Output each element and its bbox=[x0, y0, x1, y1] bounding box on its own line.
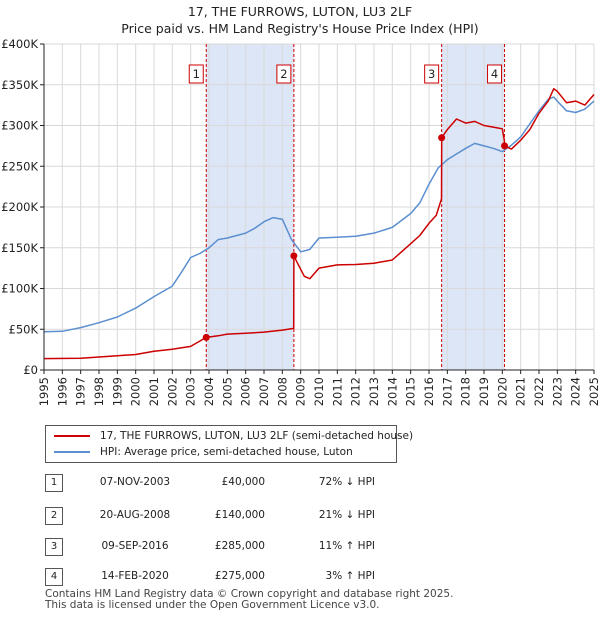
x-tick-label: 2009 bbox=[294, 377, 308, 406]
marker-box bbox=[424, 64, 440, 84]
transaction-price: £140,000 bbox=[214, 509, 265, 521]
x-tick-label: 1995 bbox=[37, 377, 51, 406]
marker-label: 3 bbox=[428, 67, 435, 81]
x-tick-label: 2012 bbox=[349, 377, 363, 406]
transaction-hpi: 21% ↓ HPI bbox=[318, 509, 375, 521]
footer: Contains HM Land Registry data © Crown c… bbox=[45, 589, 453, 611]
sale-point bbox=[438, 134, 446, 142]
x-tick-label: 2018 bbox=[459, 377, 473, 406]
y-tick-label: £200K bbox=[1, 200, 38, 214]
legend-property: 17, THE FURROWS, LUTON, LU3 2LF (semi-de… bbox=[54, 428, 413, 444]
transaction-number: 1 bbox=[45, 474, 63, 492]
transaction-hpi: 11% ↑ HPI bbox=[318, 540, 375, 552]
transaction-date: 20-AUG-2008 bbox=[99, 509, 171, 521]
x-tick-label: 2005 bbox=[220, 377, 234, 406]
transaction-row: 2 20-AUG-2008 £140,000 21% ↓ HPI bbox=[45, 505, 465, 527]
x-tick-label: 2007 bbox=[257, 377, 271, 406]
marker-box bbox=[487, 64, 503, 84]
transaction-price: £40,000 bbox=[221, 476, 265, 488]
x-tick-label: 2017 bbox=[440, 377, 454, 406]
x-tick-label: 2019 bbox=[477, 377, 491, 406]
y-tick-label: £300K bbox=[1, 119, 38, 133]
transaction-price: £285,000 bbox=[214, 540, 265, 552]
x-tick-label: 2002 bbox=[165, 377, 179, 406]
x-tick-label: 2010 bbox=[312, 377, 326, 406]
x-tick-label: 2022 bbox=[532, 377, 546, 406]
transaction-row: 1 07-NOV-2003 £40,000 72% ↓ HPI bbox=[45, 472, 465, 494]
x-tick-label: 2011 bbox=[330, 377, 344, 406]
transaction-price: £275,000 bbox=[214, 570, 265, 582]
y-tick-label: £100K bbox=[1, 282, 38, 296]
x-tick-label: 1996 bbox=[55, 377, 69, 406]
transaction-row: 3 09-SEP-2016 £285,000 11% ↑ HPI bbox=[45, 536, 465, 558]
marker-box bbox=[188, 64, 204, 84]
x-tick-label: 2008 bbox=[275, 377, 289, 406]
transaction-number: 4 bbox=[45, 568, 63, 586]
sale-point bbox=[501, 142, 509, 150]
x-tick-label: 2006 bbox=[239, 377, 253, 406]
y-tick-label: £50K bbox=[9, 322, 39, 336]
legend-property-swatch bbox=[54, 435, 90, 437]
transaction-row: 4 14-FEB-2020 £275,000 3% ↑ HPI bbox=[45, 566, 465, 588]
x-tick-label: 2025 bbox=[587, 377, 600, 406]
transaction-number: 3 bbox=[45, 538, 63, 556]
hpi-line bbox=[43, 96, 595, 333]
transaction-date: 07-NOV-2003 bbox=[99, 476, 171, 488]
x-tick-label: 2003 bbox=[184, 377, 198, 406]
price-chart: 1 2 3 4 £0 £50K £100K £150K £200K £250K £300K £350K… bbox=[1, 37, 600, 406]
y-tick-label: £250K bbox=[1, 159, 38, 173]
x-tick-label: 2024 bbox=[569, 377, 583, 406]
legend-property-label: 17, THE FURROWS, LUTON, LU3 2LF (semi-de… bbox=[100, 430, 414, 442]
chart-title: 17, THE FURROWS, LUTON, LU3 2LF bbox=[187, 4, 413, 19]
transaction-number: 2 bbox=[45, 507, 63, 525]
x-tick-label: 1999 bbox=[110, 377, 124, 406]
transaction-hpi: 72% ↓ HPI bbox=[318, 476, 375, 488]
sale-point bbox=[202, 333, 210, 341]
y-tick-label: £150K bbox=[1, 241, 38, 255]
transaction-date: 09-SEP-2016 bbox=[101, 540, 169, 552]
y-tick-label: £400K bbox=[1, 37, 38, 51]
legend-hpi-label: HPI: Average price, semi-detached house,… bbox=[100, 446, 353, 458]
marker-box bbox=[276, 64, 292, 84]
footer-licence: This data is licensed under the Open Gov… bbox=[45, 599, 380, 611]
chart-subtitle: Price paid vs. HM Land Registry's House … bbox=[121, 21, 479, 36]
x-tick-label: 2004 bbox=[202, 377, 216, 406]
footer-copyright: Contains HM Land Registry data © Crown c… bbox=[45, 588, 454, 600]
legend-hpi-swatch bbox=[54, 451, 90, 453]
x-tick-label: 2020 bbox=[495, 377, 509, 406]
transaction-hpi: 3% ↑ HPI bbox=[325, 570, 375, 582]
sale-point bbox=[290, 252, 298, 260]
x-tick-label: 2000 bbox=[129, 377, 143, 406]
marker-label: 1 bbox=[193, 67, 200, 81]
x-tick-label: 2016 bbox=[422, 377, 436, 406]
y-tick-label: £0 bbox=[23, 363, 38, 377]
legend-hpi: HPI: Average price, semi-detached house,… bbox=[54, 444, 353, 460]
x-tick-label: 2023 bbox=[550, 377, 564, 406]
y-tick-label: £350K bbox=[1, 78, 38, 92]
marker-label: 2 bbox=[280, 67, 287, 81]
x-tick-label: 2014 bbox=[385, 377, 399, 406]
x-tick-label: 2001 bbox=[147, 377, 161, 406]
x-tick-label: 1997 bbox=[74, 377, 88, 406]
x-tick-label: 1998 bbox=[92, 377, 106, 406]
x-tick-label: 2021 bbox=[514, 377, 528, 406]
chart-legend: 17, THE FURROWS, LUTON, LU3 2LF (semi-de… bbox=[45, 425, 413, 463]
x-tick-label: 2015 bbox=[404, 377, 418, 406]
transaction-date: 14-FEB-2020 bbox=[101, 570, 169, 582]
x-tick-label: 2013 bbox=[367, 377, 381, 406]
marker-label: 4 bbox=[491, 67, 498, 81]
